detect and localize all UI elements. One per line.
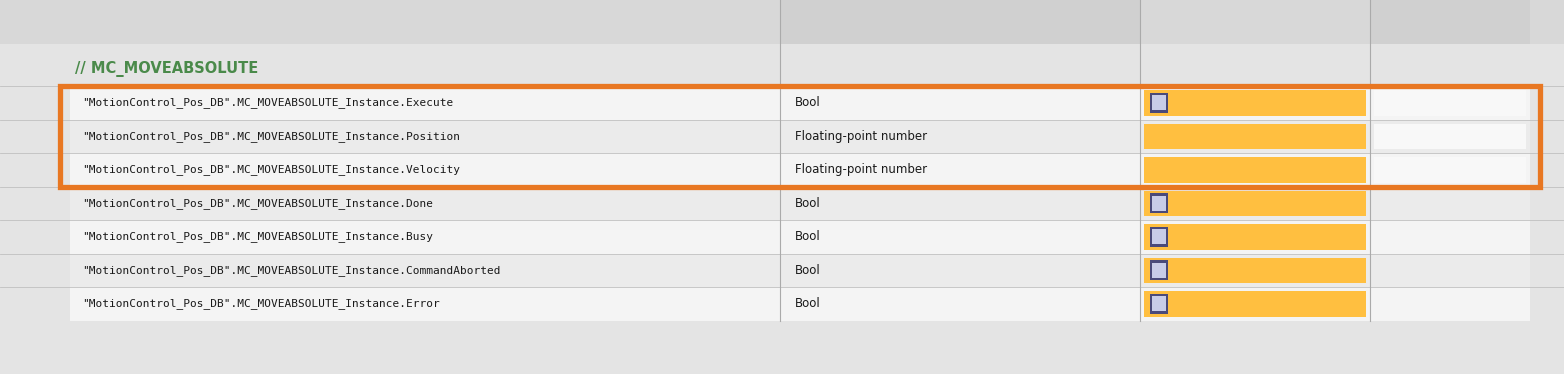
- Bar: [1143, 258, 1365, 283]
- Text: Floating-point number: Floating-point number: [795, 163, 927, 176]
- Text: Bool: Bool: [795, 297, 821, 310]
- Text: "MotionControl_Pos_DB".MC_MOVEABSOLUTE_Instance.CommandAborted: "MotionControl_Pos_DB".MC_MOVEABSOLUTE_I…: [81, 265, 500, 276]
- Bar: [70, 254, 1530, 287]
- Bar: [1153, 196, 1167, 211]
- Text: FALSE: FALSE: [1386, 96, 1420, 109]
- Text: FALSE: FALSE: [1179, 96, 1220, 109]
- Text: 1000.0: 1000.0: [1156, 130, 1196, 143]
- Bar: [70, 153, 1530, 187]
- Text: FALSE: FALSE: [1179, 264, 1220, 277]
- Text: FALSE: FALSE: [1179, 297, 1220, 310]
- Text: Bool: Bool: [795, 197, 821, 210]
- Bar: [1143, 224, 1365, 249]
- Bar: [70, 287, 1530, 321]
- Bar: [1150, 227, 1168, 247]
- Text: Bool: Bool: [795, 230, 821, 243]
- Text: 50.0: 50.0: [1156, 163, 1182, 176]
- Bar: [70, 0, 780, 44]
- Bar: [59, 86, 1541, 187]
- Text: // MC_MOVEABSOLUTE: // MC_MOVEABSOLUTE: [75, 61, 258, 77]
- Bar: [1150, 260, 1168, 280]
- Bar: [780, 0, 1140, 44]
- Bar: [0, 321, 1564, 374]
- Bar: [0, 52, 1564, 86]
- Bar: [1375, 123, 1526, 149]
- Bar: [1375, 90, 1526, 116]
- Bar: [1153, 296, 1167, 311]
- Text: FALSE: FALSE: [1179, 197, 1220, 210]
- Bar: [1143, 157, 1365, 183]
- Bar: [1150, 193, 1168, 213]
- Bar: [1370, 0, 1530, 44]
- Text: "MotionControl_Pos_DB".MC_MOVEABSOLUTE_Instance.Done: "MotionControl_Pos_DB".MC_MOVEABSOLUTE_I…: [81, 198, 433, 209]
- Text: "MotionControl_Pos_DB".MC_MOVEABSOLUTE_Instance.Execute: "MotionControl_Pos_DB".MC_MOVEABSOLUTE_I…: [81, 97, 454, 108]
- Bar: [1143, 291, 1365, 316]
- Bar: [1140, 0, 1370, 44]
- Bar: [1153, 95, 1167, 110]
- Bar: [70, 120, 1530, 153]
- Bar: [1143, 190, 1365, 216]
- Text: Bool: Bool: [795, 96, 821, 109]
- Text: FALSE: FALSE: [1179, 230, 1220, 243]
- Bar: [1153, 229, 1167, 244]
- Text: "MotionControl_Pos_DB".MC_MOVEABSOLUTE_Instance.Error: "MotionControl_Pos_DB".MC_MOVEABSOLUTE_I…: [81, 298, 439, 309]
- Bar: [0, 0, 1564, 44]
- Bar: [1143, 90, 1365, 116]
- Text: "MotionControl_Pos_DB".MC_MOVEABSOLUTE_Instance.Busy: "MotionControl_Pos_DB".MC_MOVEABSOLUTE_I…: [81, 231, 433, 242]
- Text: "MotionControl_Pos_DB".MC_MOVEABSOLUTE_Instance.Position: "MotionControl_Pos_DB".MC_MOVEABSOLUTE_I…: [81, 131, 460, 142]
- Bar: [70, 187, 1530, 220]
- Text: 1000.0: 1000.0: [1386, 130, 1426, 143]
- Bar: [70, 86, 1530, 120]
- Text: 50.0: 50.0: [1386, 163, 1411, 176]
- Bar: [70, 220, 1530, 254]
- Text: Bool: Bool: [795, 264, 821, 277]
- Text: "MotionControl_Pos_DB".MC_MOVEABSOLUTE_Instance.Velocity: "MotionControl_Pos_DB".MC_MOVEABSOLUTE_I…: [81, 164, 460, 175]
- Bar: [1375, 157, 1526, 183]
- Bar: [1150, 93, 1168, 113]
- Bar: [1153, 263, 1167, 278]
- Bar: [1150, 294, 1168, 314]
- Text: Floating-point number: Floating-point number: [795, 130, 927, 143]
- Bar: [1143, 123, 1365, 149]
